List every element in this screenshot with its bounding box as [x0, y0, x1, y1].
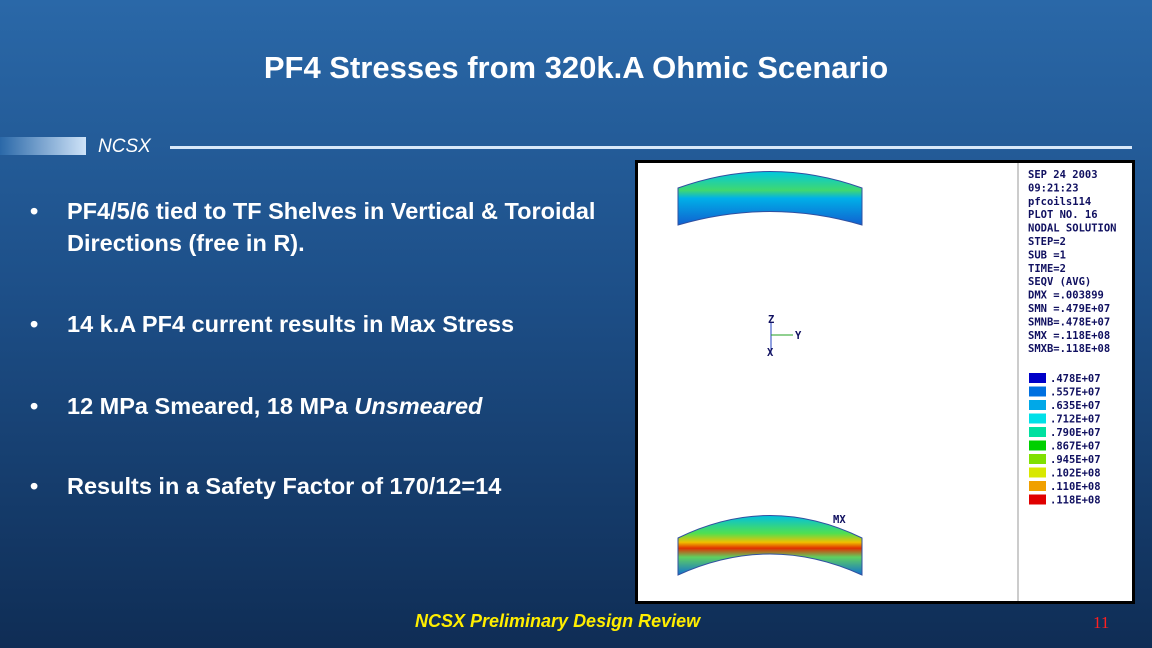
- axis-label: X: [767, 347, 774, 359]
- legend-label: .557E+07: [1050, 387, 1101, 399]
- legend-swatch: [1029, 467, 1046, 478]
- legend-swatch: [1029, 440, 1046, 451]
- legend-label: .110E+08: [1050, 481, 1101, 493]
- legend-swatch: [1029, 494, 1046, 505]
- legend-swatch: [1029, 413, 1046, 424]
- stress-plot: Z Y X MX SEP 24 2003 09:21:23 pfcoils114 PL…: [635, 160, 1135, 604]
- legend-label: .867E+07: [1050, 441, 1101, 453]
- plot-info: SEQV (AVG): [1028, 276, 1091, 288]
- legend-swatch: [1029, 481, 1046, 491]
- header-bar: [0, 137, 86, 155]
- bullet-marker: •: [30, 311, 39, 337]
- bullet-marker: •: [30, 393, 39, 419]
- legend-label: .712E+07: [1050, 414, 1101, 426]
- max-label: MX: [833, 514, 846, 526]
- bullet-text: Results in a Safety Factor of 170/12=14: [67, 473, 502, 499]
- plot-info: pfcoils114: [1028, 196, 1091, 208]
- plot-info: STEP=2: [1028, 236, 1066, 248]
- legend-label: .102E+08: [1050, 468, 1101, 480]
- bullet-marker: •: [30, 198, 39, 224]
- legend-swatch: [1029, 454, 1046, 464]
- legend-label: .945E+07: [1050, 454, 1101, 466]
- legend-label: .790E+07: [1050, 427, 1101, 439]
- plot-info: SUB =1: [1028, 249, 1066, 261]
- bullet-text-italic: Unsmeared: [354, 393, 483, 419]
- axis-label: Y: [795, 330, 802, 342]
- legend-label: .635E+07: [1050, 400, 1101, 412]
- coil-section-top: [677, 171, 863, 226]
- bullet-text: 14 k.A PF4 current results in Max Stress: [67, 311, 515, 337]
- page-number: 11: [1093, 613, 1110, 632]
- plot-info: DMX =.003899: [1028, 290, 1104, 302]
- bullet-text: PF4/5/6 tied to TF Shelves in Vertical &…: [67, 198, 596, 256]
- bullet-text-part: 12 MPa Smeared, 18 MPa: [67, 393, 355, 419]
- bullet: • 12 MPa Smeared, 18 MPa Unsmeared: [30, 390, 610, 422]
- bullet: • PF4/5/6 tied to TF Shelves in Vertical…: [30, 195, 610, 259]
- bullet: • 14 k.A PF4 current results in Max Stre…: [30, 308, 610, 340]
- header-line: [170, 146, 1132, 149]
- legend-label: .118E+08: [1050, 495, 1101, 507]
- plot-info: SMXB=.118E+08: [1028, 343, 1110, 355]
- legend-swatch: [1029, 386, 1046, 397]
- bullet-marker: •: [30, 473, 39, 499]
- axis-label: Z: [768, 314, 774, 326]
- plot-info: SMN =.479E+07: [1028, 303, 1110, 315]
- legend-swatch: [1029, 400, 1046, 410]
- bullet-text: 12 MPa Smeared, 18 MPa Unsmeared: [67, 390, 610, 422]
- plot-info: SMNB=.478E+07: [1028, 316, 1110, 328]
- plot-info: SEP 24 2003: [1028, 169, 1098, 181]
- plot-info: TIME=2: [1028, 263, 1066, 275]
- footer: NCSX Preliminary Design Review: [415, 611, 701, 631]
- coil-section-bottom: [677, 515, 863, 576]
- plot-info: NODAL SOLUTION: [1028, 223, 1117, 235]
- plot-info: SMX =.118E+08: [1028, 330, 1110, 342]
- legend-swatch: [1029, 373, 1046, 383]
- section-label: NCSX: [98, 136, 151, 157]
- slide-title: PF4 Stresses from 320k.A Ohmic Scenario: [263, 50, 889, 85]
- bullet: • Results in a Safety Factor of 170/12=1…: [30, 470, 610, 502]
- legend-label: .478E+07: [1050, 373, 1101, 385]
- plot-info: PLOT NO. 16: [1028, 209, 1098, 221]
- plot-info: 09:21:23: [1028, 182, 1079, 194]
- legend-swatch: [1029, 427, 1046, 437]
